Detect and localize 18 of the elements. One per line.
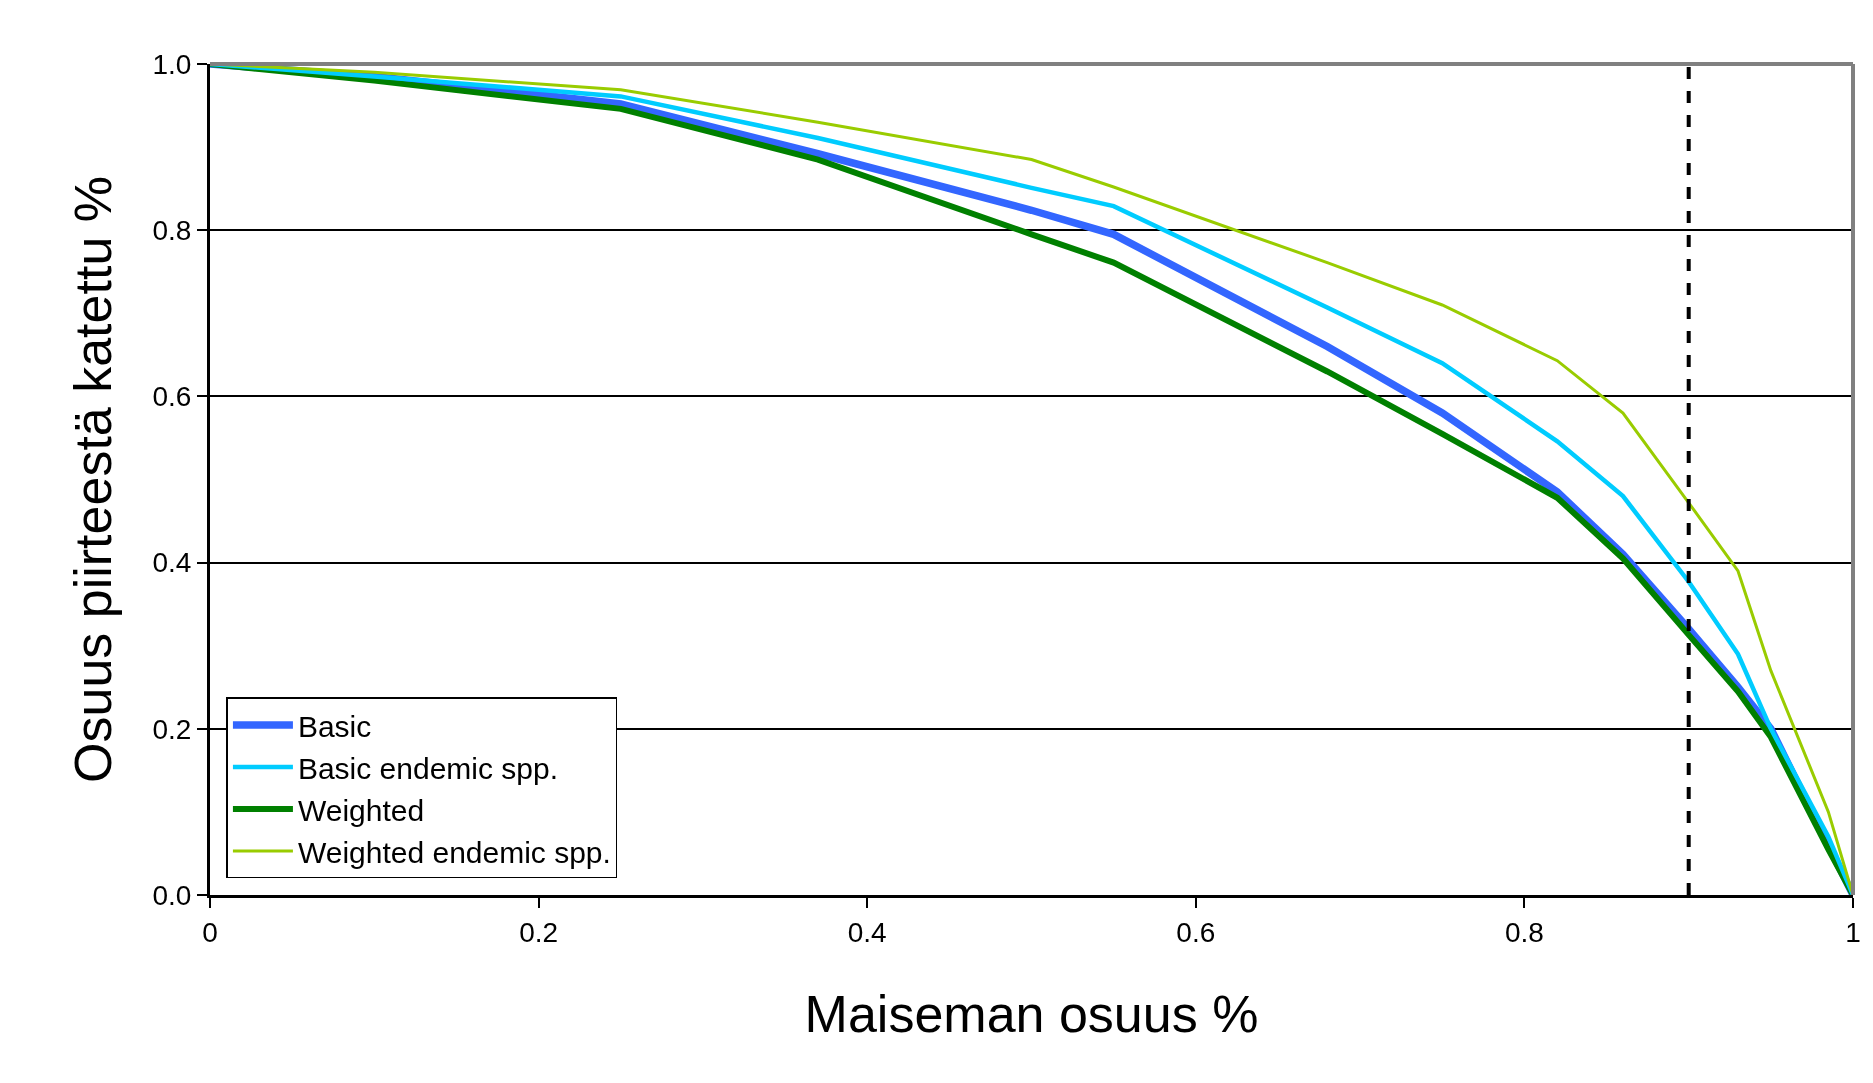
- x-tick-label: 0: [202, 916, 218, 948]
- legend-label: Weighted: [297, 793, 425, 827]
- x-tick-label: 0.2: [519, 916, 559, 948]
- x-tick-label: 1: [1845, 916, 1861, 948]
- y-tick-label: 0.8: [152, 215, 192, 246]
- x-tick-label: 0.4: [847, 916, 887, 948]
- legend-label: Weighted endemic spp.: [297, 835, 611, 869]
- y-tick-label: 0.4: [152, 547, 192, 579]
- x-tick-label: 0.6: [1176, 916, 1216, 948]
- x-tick-label: 0.8: [1504, 916, 1544, 948]
- y-axis-title: Osuus piirteestä katettu %: [63, 176, 122, 783]
- y-tick-label: 1.0: [152, 48, 192, 80]
- y-tick-label: 0.0: [152, 879, 192, 911]
- x-axis-title: Maiseman osuus %: [804, 985, 1259, 1044]
- y-tick-label: 0.2: [152, 713, 192, 745]
- legend-label: Basic endemic spp.: [297, 751, 559, 785]
- legend-label: Basic: [297, 709, 372, 743]
- y-tick-label: 0.6: [152, 381, 192, 413]
